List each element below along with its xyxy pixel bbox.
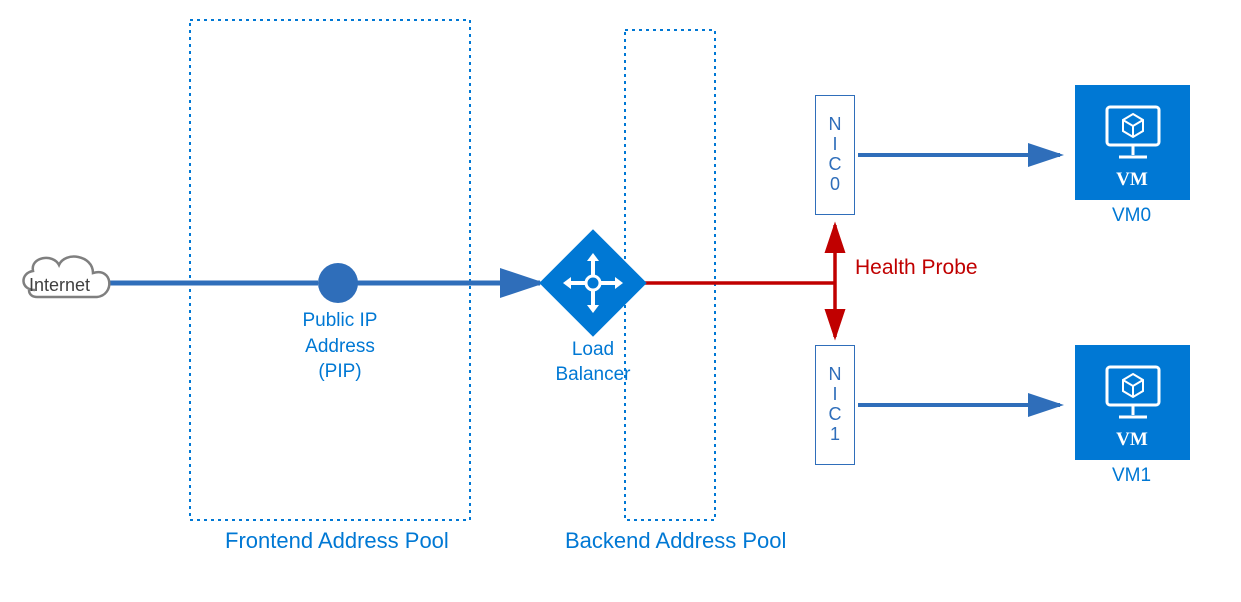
vm0-sublabel: VM0: [1112, 205, 1151, 227]
lb-label: Load Balancer: [548, 338, 638, 387]
vm1-icon: VM: [1075, 345, 1190, 460]
backend-pool-rect: [625, 30, 715, 520]
pip-label: Public IP Address (PIP): [290, 308, 390, 385]
backend-pool-label: Backend Address Pool: [565, 528, 786, 554]
pip-label-1: Public IP: [290, 308, 390, 334]
nic0-node: NIC0: [815, 95, 855, 215]
pip-node: [318, 263, 358, 303]
svg-text:VM: VM: [1116, 169, 1148, 190]
pip-label-3: (PIP): [290, 359, 390, 385]
lb-label-1: Load: [548, 338, 638, 363]
frontend-pool-label: Frontend Address Pool: [225, 528, 449, 554]
svg-text:VM: VM: [1116, 429, 1148, 450]
load-balancer-icon: [539, 229, 646, 336]
pip-label-2: Address: [290, 334, 390, 360]
lb-label-2: Balancer: [548, 363, 638, 388]
health-probe-label: Health Probe: [855, 256, 978, 280]
internet-label: Internet: [29, 275, 90, 296]
diagram-canvas: VM VM Internet Public IP Address (PIP) L…: [0, 0, 1241, 602]
nic1-node: NIC1: [815, 345, 855, 465]
vm0-icon: VM: [1075, 85, 1190, 200]
vm1-sublabel: VM1: [1112, 465, 1151, 487]
svg-layer: VM VM: [0, 0, 1241, 602]
